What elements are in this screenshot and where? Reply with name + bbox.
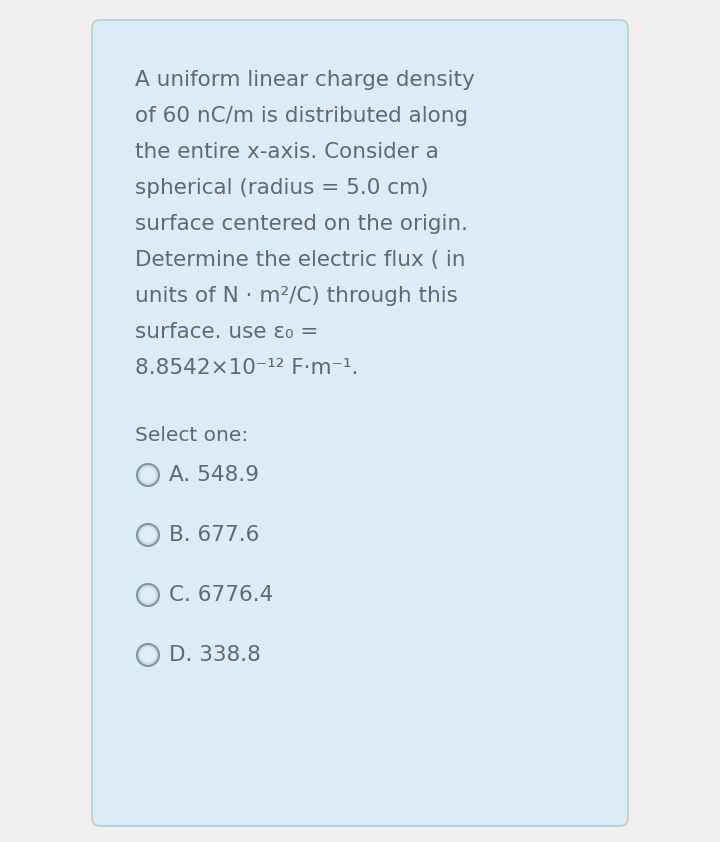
Text: A uniform linear charge density: A uniform linear charge density [135,70,474,90]
Text: units of N · m²/C) through this: units of N · m²/C) through this [135,286,458,306]
Text: A. 548.9: A. 548.9 [169,465,259,485]
Circle shape [137,524,159,546]
Circle shape [137,464,159,486]
Circle shape [140,647,156,663]
Text: the entire x-axis. Consider a: the entire x-axis. Consider a [135,142,439,162]
Circle shape [137,644,159,666]
Circle shape [140,467,156,483]
Text: spherical (radius = 5.0 cm): spherical (radius = 5.0 cm) [135,178,428,198]
FancyBboxPatch shape [92,20,628,826]
Text: surface. use ε₀ =: surface. use ε₀ = [135,322,318,342]
Circle shape [140,527,156,543]
Text: 8.8542×10⁻¹² F·m⁻¹.: 8.8542×10⁻¹² F·m⁻¹. [135,358,359,378]
Text: surface centered on the origin.: surface centered on the origin. [135,214,468,234]
Text: D. 338.8: D. 338.8 [169,645,261,665]
Text: B. 677.6: B. 677.6 [169,525,259,545]
Text: Determine the electric flux ( in: Determine the electric flux ( in [135,250,466,270]
Circle shape [137,584,159,606]
Text: C. 6776.4: C. 6776.4 [169,585,274,605]
Text: Select one:: Select one: [135,426,248,445]
Circle shape [140,587,156,603]
Text: of 60 nC/m is distributed along: of 60 nC/m is distributed along [135,106,468,126]
